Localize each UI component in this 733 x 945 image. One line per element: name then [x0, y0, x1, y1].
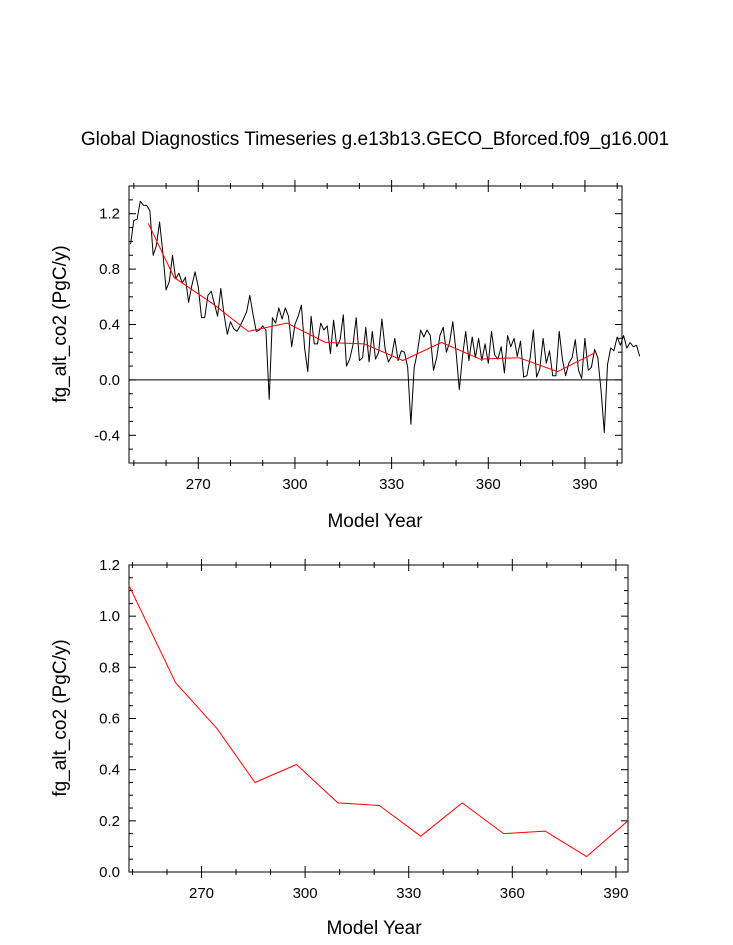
bottom-y-tick-labels: 0.0 0.2 0.4 0.6 0.8 1.0 1.2: [99, 557, 120, 881]
annual-series-line: [130, 200, 641, 433]
x-tick-label: 360: [500, 885, 525, 902]
top-series-group: [130, 200, 641, 433]
bottom-ticks: [129, 559, 628, 878]
top-x-axis-title: Model Year: [327, 511, 423, 532]
bottom-chart: 270 300 330 360 390 0.0 0.2 0.4 0.6 0.8 1.0 1.2 Mo…: [50, 557, 629, 939]
x-tick-label: 330: [396, 885, 421, 902]
y-tick-label: 0.8: [99, 261, 120, 278]
y-tick-label: 1.0: [99, 608, 120, 625]
top-chart-title: Global Diagnostics Timeseries g.e13b13.G…: [81, 129, 669, 150]
y-tick-label: 0.4: [99, 317, 120, 334]
x-tick-label: 270: [189, 885, 214, 902]
bottom-y-axis-title: fg_alt_co2 (PgC/y): [50, 639, 71, 796]
y-tick-label: 0.6: [99, 711, 120, 728]
top-chart: Global Diagnostics Timeseries g.e13b13.G…: [50, 129, 669, 532]
bottom-x-axis-title: Model Year: [326, 918, 422, 939]
top-ticks: [129, 180, 622, 469]
x-tick-label: 330: [379, 476, 404, 493]
y-tick-label: 0.0: [99, 372, 120, 389]
x-tick-label: 390: [603, 885, 628, 902]
y-tick-label: 1.2: [99, 206, 120, 223]
bottom-plot-frame: [128, 564, 629, 873]
y-tick-label: -0.4: [94, 427, 120, 444]
y-tick-label: 1.2: [99, 557, 120, 574]
running-mean-line: [128, 585, 629, 858]
x-tick-label: 300: [293, 885, 318, 902]
top-plot-frame: [128, 185, 623, 464]
running-mean-line: [147, 223, 597, 373]
bottom-series-group: [128, 585, 629, 858]
x-tick-label: 300: [282, 476, 307, 493]
top-y-axis-title: fg_alt_co2 (PgC/y): [50, 245, 71, 402]
x-tick-label: 390: [572, 476, 597, 493]
x-tick-label: 270: [186, 476, 211, 493]
y-tick-label: 0.4: [99, 762, 120, 779]
x-tick-label: 360: [476, 476, 501, 493]
top-x-tick-labels: 270 300 330 360 390: [186, 476, 598, 493]
top-y-tick-labels: -0.4 0.0 0.4 0.8 1.2: [94, 206, 120, 445]
y-tick-label: 0.8: [99, 659, 120, 676]
y-tick-label: 0.2: [99, 813, 120, 830]
bottom-x-tick-labels: 270 300 330 360 390: [189, 885, 628, 902]
y-tick-label: 0.0: [99, 864, 120, 881]
